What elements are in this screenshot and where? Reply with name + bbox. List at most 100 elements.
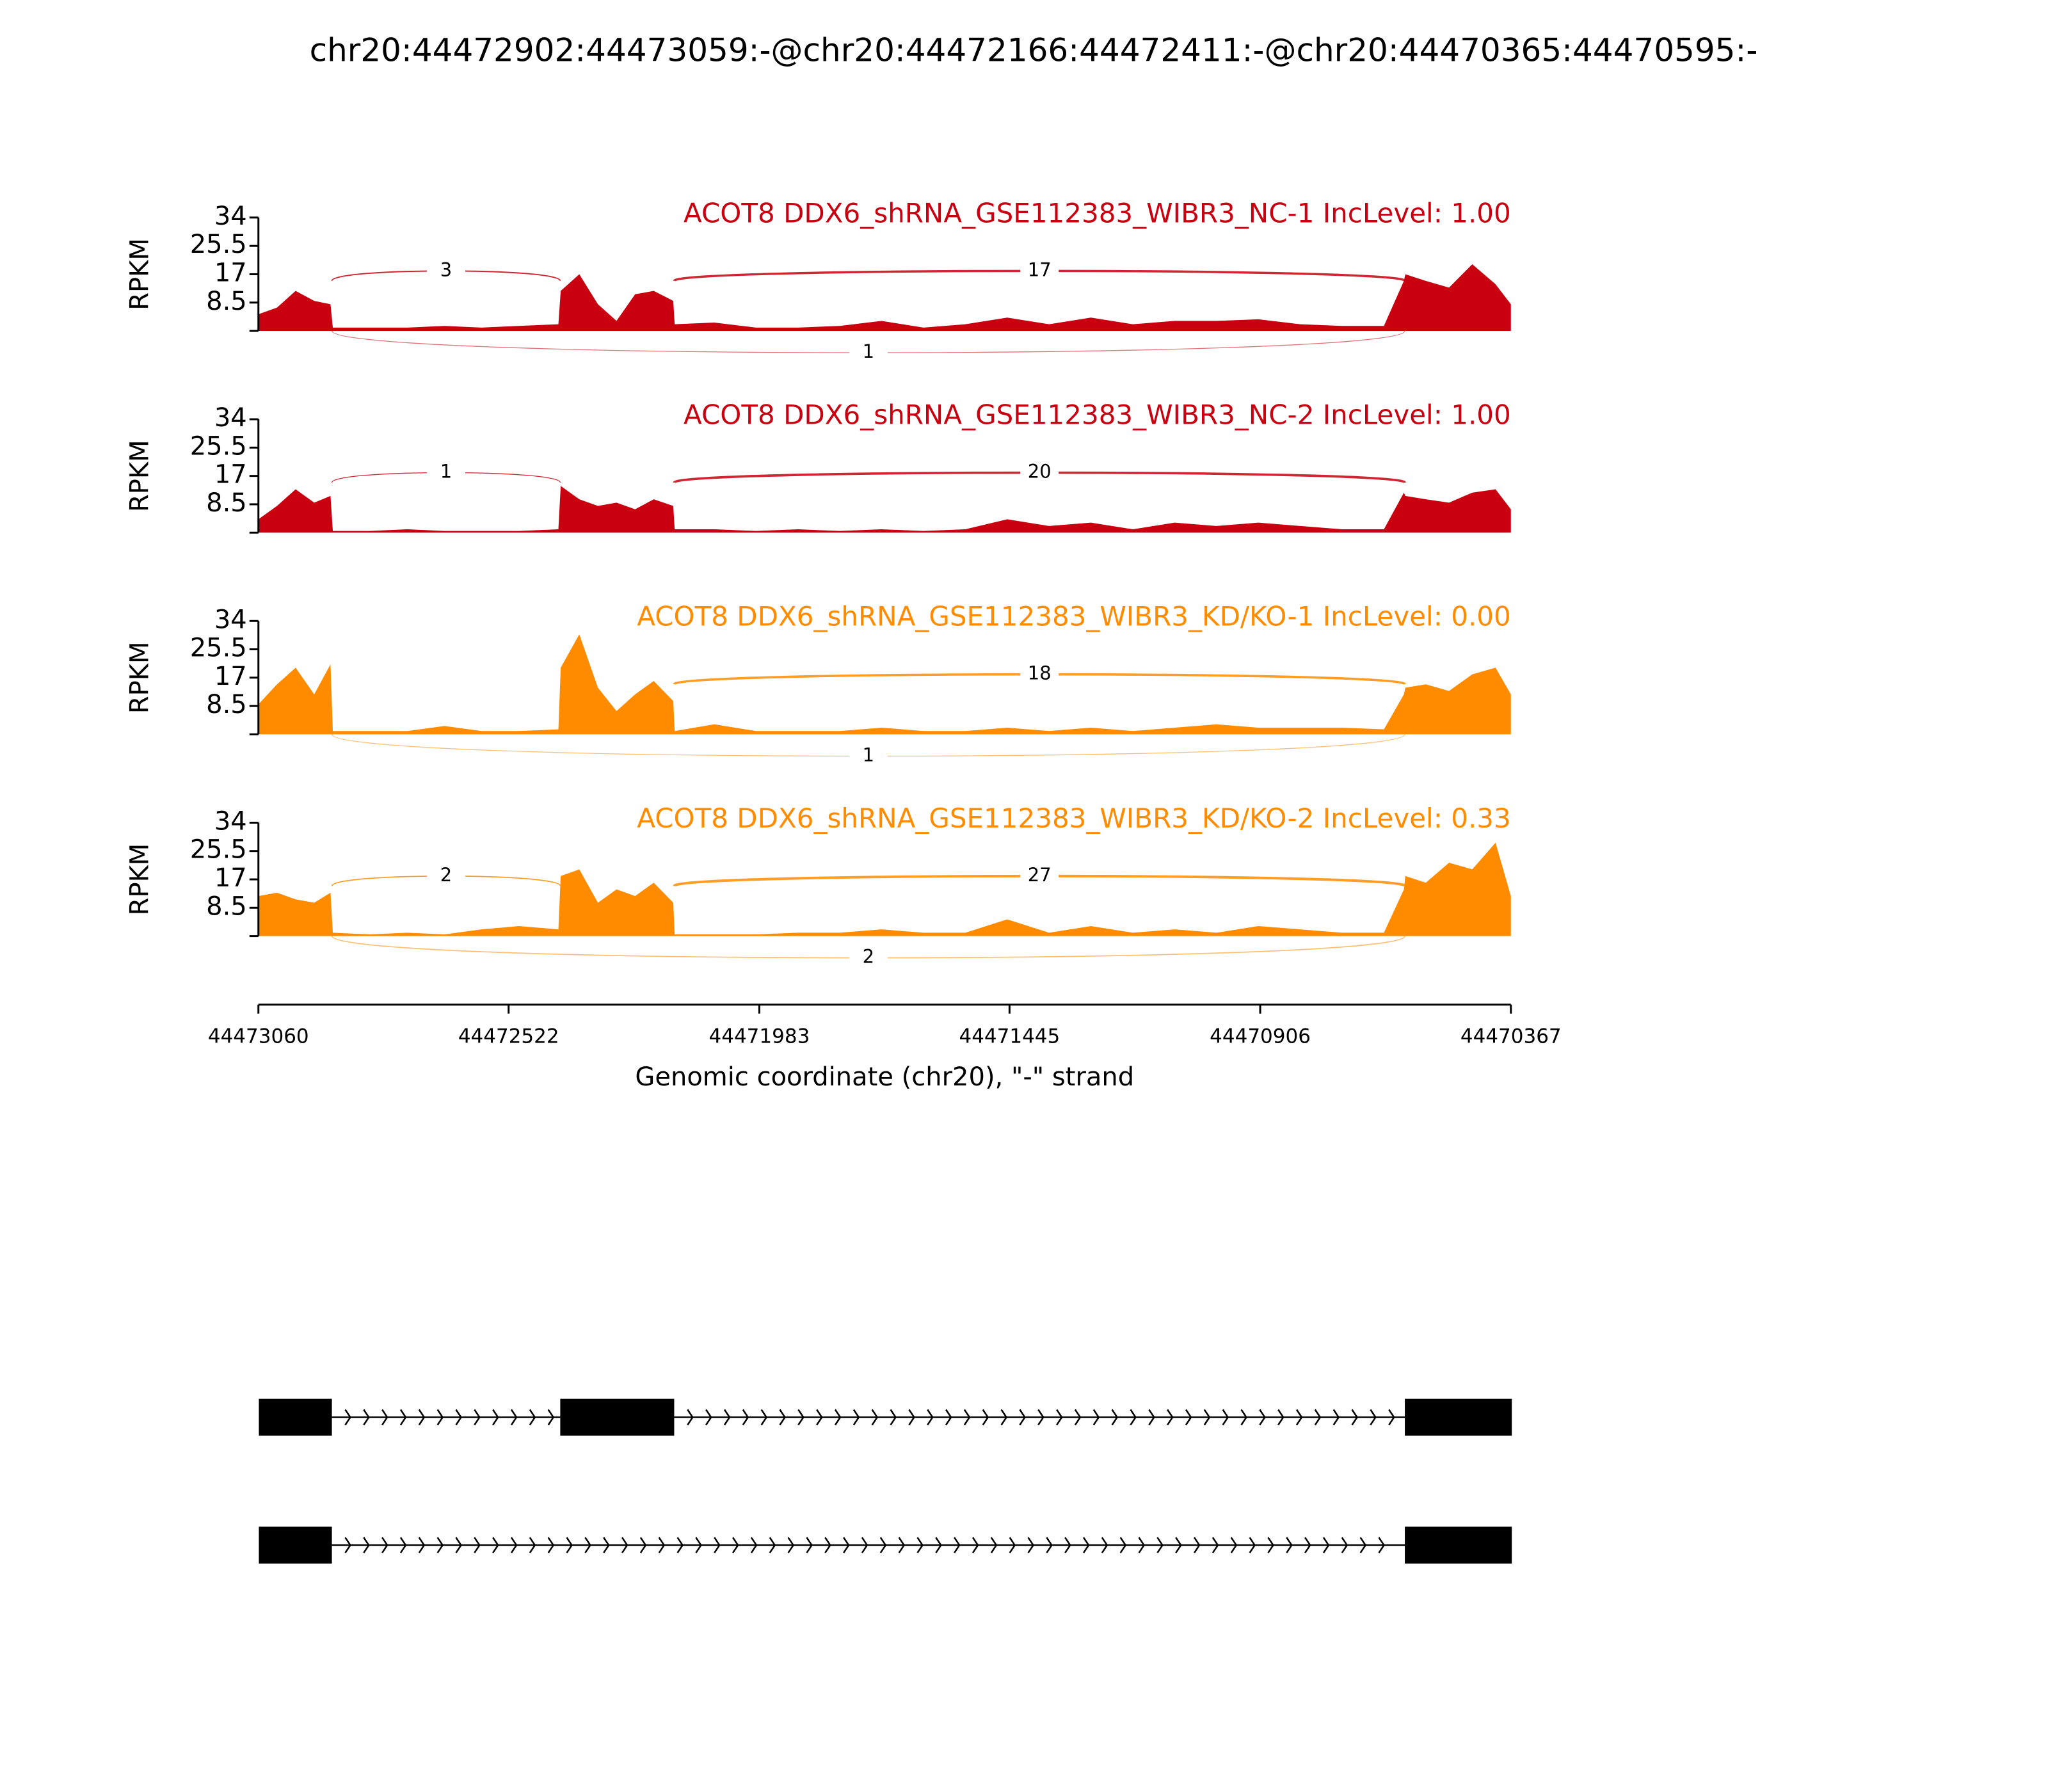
junction-label-bg bbox=[849, 946, 888, 970]
strand-arrow bbox=[399, 1409, 407, 1426]
strand-arrow bbox=[806, 1537, 813, 1554]
strand-arrow bbox=[1130, 1409, 1137, 1426]
x-tick-label: 44471983 bbox=[709, 1025, 810, 1048]
exon bbox=[259, 1526, 332, 1564]
strand-arrow bbox=[529, 1537, 536, 1554]
x-axis-label: Genomic coordinate (chr20), "-" strand bbox=[635, 1062, 1134, 1092]
junction-count: 27 bbox=[1028, 864, 1052, 886]
strand-arrow bbox=[1019, 1409, 1026, 1426]
chart-title: chr20:44472902:44473059:-@chr20:44472166… bbox=[310, 32, 1758, 69]
strand-arrow bbox=[474, 1537, 481, 1554]
strand-arrow bbox=[436, 1409, 444, 1426]
strand-arrow bbox=[1156, 1537, 1164, 1554]
strand-arrow bbox=[436, 1537, 444, 1554]
strand-arrow bbox=[687, 1409, 694, 1426]
y-tick-label: 25.5 bbox=[190, 634, 247, 663]
strand-arrow bbox=[1259, 1409, 1266, 1426]
strand-arrow bbox=[1056, 1409, 1063, 1426]
strand-arrow bbox=[1230, 1537, 1238, 1554]
coverage-area bbox=[258, 842, 1511, 936]
junction-count: 2 bbox=[863, 946, 874, 968]
strand-arrow bbox=[676, 1537, 684, 1554]
strand-arrow bbox=[455, 1409, 462, 1426]
strand-arrow bbox=[529, 1409, 536, 1426]
junction-label-bg bbox=[1020, 259, 1059, 283]
strand-arrow bbox=[363, 1537, 370, 1554]
y-tick-label: 25.5 bbox=[190, 230, 247, 259]
strand-arrow bbox=[474, 1409, 481, 1426]
y-tick-label: 25.5 bbox=[190, 835, 247, 865]
strand-arrow bbox=[861, 1537, 868, 1554]
strand-arrow bbox=[1304, 1537, 1311, 1554]
strand-arrow bbox=[1212, 1537, 1219, 1554]
strand-arrow bbox=[954, 1537, 961, 1554]
strand-arrow bbox=[916, 1537, 924, 1554]
strand-arrow bbox=[750, 1537, 758, 1554]
strand-arrow bbox=[455, 1537, 462, 1554]
y-tick-label: 34 bbox=[214, 403, 247, 433]
y-tick-label: 8.5 bbox=[206, 488, 247, 518]
junction-count: 20 bbox=[1028, 461, 1052, 483]
strand-arrow bbox=[1295, 1409, 1303, 1426]
strand-arrow bbox=[990, 1537, 998, 1554]
coverage-area bbox=[258, 634, 1511, 735]
strand-arrow bbox=[1203, 1409, 1211, 1426]
junction-label-bg bbox=[426, 864, 465, 888]
y-axis-label: RPKM bbox=[125, 642, 154, 714]
x-tick-label: 44470906 bbox=[1210, 1025, 1311, 1048]
strand-arrow bbox=[1370, 1409, 1377, 1426]
strand-arrow bbox=[1074, 1409, 1082, 1426]
y-axis-label: RPKM bbox=[125, 844, 154, 916]
strand-arrow bbox=[1388, 1409, 1395, 1426]
y-tick-label: 34 bbox=[214, 806, 247, 836]
y-axis-label: RPKM bbox=[125, 238, 154, 310]
strand-arrow bbox=[1185, 1409, 1192, 1426]
strand-arrow bbox=[1351, 1409, 1359, 1426]
strand-arrow bbox=[1240, 1409, 1247, 1426]
strand-arrow bbox=[510, 1537, 518, 1554]
y-tick-label: 8.5 bbox=[206, 287, 247, 316]
strand-arrow bbox=[879, 1537, 887, 1554]
strand-arrow bbox=[1009, 1537, 1016, 1554]
strand-arrow bbox=[871, 1409, 879, 1426]
y-tick-label: 17 bbox=[214, 460, 247, 490]
strand-arrow bbox=[381, 1537, 388, 1554]
strand-arrow bbox=[1341, 1537, 1348, 1554]
strand-arrow bbox=[908, 1409, 915, 1426]
strand-arrow bbox=[834, 1409, 842, 1426]
strand-arrow bbox=[972, 1537, 979, 1554]
track-title: ACOT8 DDX6_shRNA_GSE112383_WIBR3_NC-1 In… bbox=[684, 197, 1511, 228]
strand-arrow bbox=[1222, 1409, 1229, 1426]
strand-arrow bbox=[982, 1409, 989, 1426]
strand-arrow bbox=[1286, 1537, 1293, 1554]
junction-label-bg bbox=[1020, 662, 1059, 686]
strand-arrow bbox=[492, 1409, 499, 1426]
strand-arrow bbox=[603, 1537, 610, 1554]
junction-count: 1 bbox=[440, 461, 452, 483]
strand-arrow bbox=[714, 1537, 721, 1554]
strand-arrow bbox=[769, 1537, 776, 1554]
strand-arrow bbox=[1046, 1537, 1053, 1554]
strand-arrow bbox=[1037, 1409, 1044, 1426]
strand-arrow bbox=[547, 1537, 555, 1554]
strand-arrow bbox=[399, 1537, 407, 1554]
strand-arrow bbox=[1322, 1537, 1330, 1554]
strand-arrow bbox=[418, 1409, 426, 1426]
strand-arrow bbox=[898, 1537, 906, 1554]
strand-arrow bbox=[547, 1409, 555, 1426]
strand-arrow bbox=[1082, 1537, 1090, 1554]
strand-arrow bbox=[1148, 1409, 1155, 1426]
strand-arrow bbox=[723, 1409, 731, 1426]
junction-count: 1 bbox=[863, 744, 874, 765]
junction-label-bg bbox=[1020, 461, 1059, 484]
junction-count: 3 bbox=[440, 259, 452, 280]
strand-arrow bbox=[381, 1409, 388, 1426]
junction-label-bg bbox=[849, 341, 888, 365]
strand-arrow bbox=[510, 1409, 518, 1426]
strand-arrow bbox=[824, 1537, 831, 1554]
strand-arrow bbox=[963, 1409, 971, 1426]
exon bbox=[1405, 1398, 1512, 1436]
y-axis-label: RPKM bbox=[125, 440, 154, 512]
strand-arrow bbox=[1267, 1537, 1274, 1554]
